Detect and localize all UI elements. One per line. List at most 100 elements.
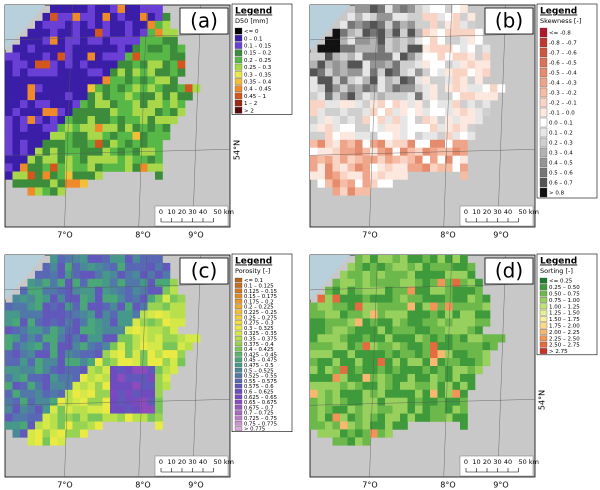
map-cell [155, 36, 163, 45]
map-cell [117, 255, 126, 264]
map-cell [310, 302, 318, 311]
map-cell [415, 318, 423, 327]
map-cell [80, 326, 88, 335]
map-cell [42, 76, 51, 85]
map-cell [332, 437, 341, 446]
map-cell [42, 429, 51, 438]
map-cell [27, 155, 36, 164]
legend-swatch [539, 335, 548, 342]
map-cell [95, 28, 103, 38]
map-cell [20, 366, 28, 375]
map-cell [72, 342, 81, 351]
map-cell [27, 116, 36, 125]
graticule [192, 4, 201, 228]
map-cell [422, 84, 431, 93]
map-cell [415, 5, 423, 14]
map-cell [50, 318, 58, 327]
map-cell [377, 116, 386, 125]
map-cell [42, 36, 51, 45]
map-cell [50, 155, 58, 164]
map-cell [102, 358, 111, 367]
map-cell [27, 381, 36, 391]
map-cell [317, 131, 326, 141]
map-cell [362, 12, 371, 22]
map-cell [407, 5, 416, 14]
map-cell [185, 92, 193, 101]
map-cell [27, 163, 36, 172]
legend-label: <= 0.25 [549, 279, 573, 285]
map-cell [490, 334, 498, 343]
map-cell [430, 262, 438, 272]
graticule [497, 4, 506, 228]
map-cell [20, 326, 28, 335]
map-cell [50, 262, 58, 272]
map-cell [385, 302, 393, 311]
map-cell [340, 68, 348, 77]
map-cell [362, 381, 371, 391]
map-cell [125, 413, 133, 422]
map-cell [422, 68, 431, 77]
map-cell [332, 421, 341, 430]
map-cell [35, 294, 43, 303]
map-cell [132, 163, 141, 172]
map-cell [50, 5, 58, 14]
map-cell [310, 350, 318, 359]
map-cell [110, 52, 118, 61]
map-cell [445, 413, 453, 422]
map-cell [415, 36, 423, 45]
map-cell [475, 358, 483, 367]
map-cell [95, 44, 103, 53]
map-cell [5, 123, 13, 133]
map-cell [65, 44, 73, 53]
map-cell [475, 76, 483, 85]
map-cell [147, 92, 156, 101]
map-cell [377, 92, 386, 101]
map-cell [110, 255, 118, 264]
map-cell [147, 139, 156, 149]
map-cell [437, 12, 446, 22]
map-cell [467, 20, 476, 30]
map-cell [147, 123, 156, 133]
map-cell [467, 123, 476, 133]
map-cell [452, 123, 461, 133]
legend-title: D50 [mm] [235, 17, 268, 25]
map-cell [5, 84, 13, 93]
map-cell [422, 366, 431, 375]
map-cell [147, 84, 156, 93]
map-cell [5, 302, 13, 311]
map-cell [177, 68, 186, 77]
map-cell [117, 262, 126, 272]
legend-label: 1 – 2 [244, 101, 257, 107]
map-cell [12, 44, 21, 53]
map-cell [437, 139, 446, 149]
map-cell [20, 155, 28, 164]
map-cell [400, 123, 408, 133]
map-cell [65, 163, 73, 172]
map-cell [117, 405, 126, 414]
map-cell [317, 405, 326, 414]
map-cell [332, 68, 341, 77]
map-cell [422, 20, 431, 30]
map-cell [460, 100, 468, 109]
map-cell [95, 171, 103, 180]
map-cell [155, 92, 163, 101]
map-cell [5, 52, 13, 61]
map-cell [185, 334, 193, 343]
map-cell [72, 76, 81, 85]
map-cell [27, 278, 36, 288]
map-cell [50, 334, 58, 343]
map-cell [162, 116, 171, 125]
map-cell [80, 294, 88, 303]
map-cell [12, 310, 21, 319]
legend-label: -0.6 – -0.5 [549, 61, 577, 67]
map-cell [340, 36, 348, 45]
graticule [192, 254, 201, 478]
map-cell [132, 28, 141, 38]
map-cell [332, 100, 341, 109]
map-cell [65, 278, 73, 288]
map-cell [12, 373, 21, 383]
map-cell [452, 68, 461, 77]
map-cell [422, 397, 431, 406]
map-cell [467, 60, 476, 69]
map-cell [27, 52, 36, 61]
